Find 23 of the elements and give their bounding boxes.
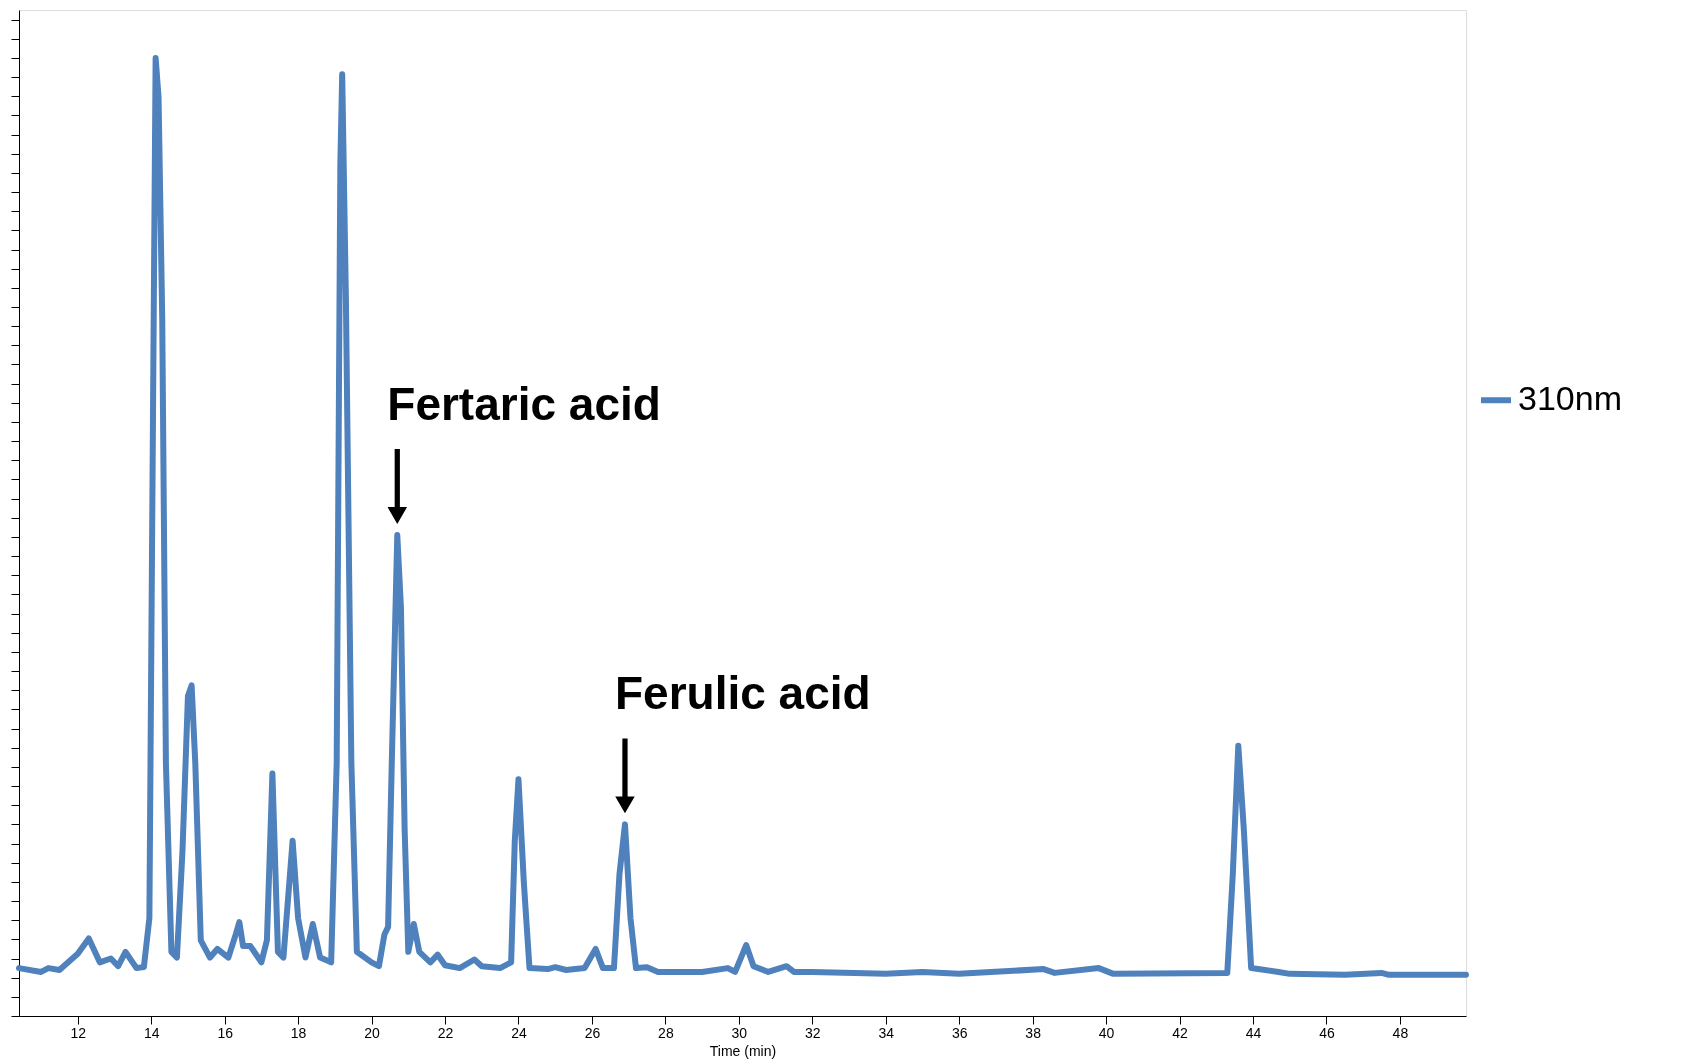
x-tick-label: 36 — [951, 1024, 968, 1041]
x-tick-label: 24 — [511, 1024, 527, 1041]
x-tick-label: 40 — [1098, 1024, 1115, 1041]
annotation: Ferulic acid — [614, 666, 871, 719]
x-axis-title: Time (min) — [709, 1042, 777, 1059]
x-tick-label: 22 — [437, 1024, 454, 1041]
x-tick-label: 30 — [731, 1024, 748, 1041]
x-tick-label: 38 — [1025, 1024, 1042, 1041]
x-tick-label: 20 — [364, 1024, 381, 1041]
x-tick-label: 34 — [878, 1024, 895, 1041]
x-tick-label: 28 — [658, 1024, 674, 1041]
x-tick-label: 48 — [1392, 1024, 1409, 1041]
x-tick-label: 18 — [290, 1024, 307, 1041]
x-tick-label: 32 — [804, 1024, 821, 1041]
x-tick-label: 46 — [1319, 1024, 1335, 1041]
legend-label: 310nm — [1518, 379, 1622, 418]
annotation: Fertaric acid — [387, 377, 661, 430]
x-tick-label: 16 — [217, 1024, 234, 1041]
x-tick-label: 14 — [143, 1024, 160, 1041]
x-tick-label: 44 — [1245, 1024, 1262, 1041]
x-tick-label: 26 — [584, 1024, 601, 1041]
x-tick-label: 42 — [1172, 1024, 1189, 1041]
x-tick-label: 12 — [70, 1024, 87, 1041]
